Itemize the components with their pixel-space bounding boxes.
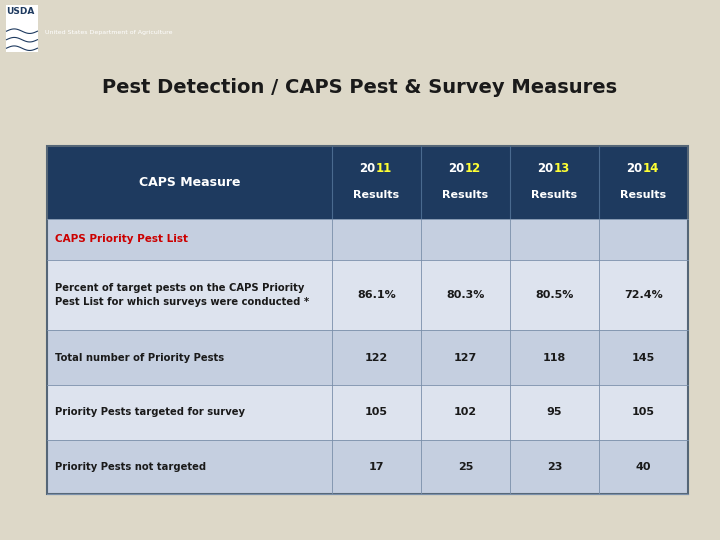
Text: Percent of target pests on the CAPS Priority
Pest List for which surveys were co: Percent of target pests on the CAPS Prio… <box>55 284 310 307</box>
Text: 12: 12 <box>464 163 481 176</box>
Text: 13: 13 <box>554 163 570 176</box>
Text: 20: 20 <box>626 163 642 176</box>
Text: 2012: 2012 <box>449 163 482 176</box>
Text: United States Department of Agriculture: United States Department of Agriculture <box>45 30 172 36</box>
Text: Priority Pests targeted for survey: Priority Pests targeted for survey <box>55 407 246 417</box>
FancyBboxPatch shape <box>47 385 688 440</box>
Text: 23: 23 <box>546 462 562 472</box>
Text: 2011: 2011 <box>360 163 392 176</box>
Text: 40: 40 <box>636 462 651 472</box>
Text: 102: 102 <box>454 407 477 417</box>
Text: 2013: 2013 <box>538 163 570 176</box>
Text: 105: 105 <box>365 407 388 417</box>
Text: 127: 127 <box>454 353 477 363</box>
Text: 20: 20 <box>359 163 376 176</box>
Text: 20: 20 <box>537 163 554 176</box>
Text: 80.5%: 80.5% <box>535 290 574 300</box>
FancyBboxPatch shape <box>47 146 688 219</box>
Text: Priority Pests not targeted: Priority Pests not targeted <box>55 462 207 472</box>
FancyBboxPatch shape <box>47 219 688 260</box>
Text: Results: Results <box>354 190 400 200</box>
Text: 11: 11 <box>376 163 392 176</box>
Text: 86.1%: 86.1% <box>357 290 396 300</box>
Text: Total number of Priority Pests: Total number of Priority Pests <box>55 353 225 363</box>
FancyBboxPatch shape <box>47 330 688 385</box>
Text: CAPS Priority Pest List: CAPS Priority Pest List <box>55 234 189 245</box>
Text: CAPS Measure: CAPS Measure <box>139 176 240 189</box>
Text: USDA: USDA <box>6 7 35 16</box>
FancyBboxPatch shape <box>47 260 688 330</box>
Text: 118: 118 <box>543 353 566 363</box>
Text: 122: 122 <box>365 353 388 363</box>
Text: 25: 25 <box>458 462 473 472</box>
Bar <box>6 4 38 52</box>
FancyBboxPatch shape <box>47 440 688 494</box>
Text: Results: Results <box>442 190 488 200</box>
Text: 20: 20 <box>449 163 464 176</box>
Text: 14: 14 <box>642 163 659 176</box>
Text: Pest Detection / CAPS Pest & Survey Measures: Pest Detection / CAPS Pest & Survey Meas… <box>102 78 618 97</box>
Text: 80.3%: 80.3% <box>446 290 485 300</box>
Text: 145: 145 <box>631 353 655 363</box>
Text: 72.4%: 72.4% <box>624 290 662 300</box>
Text: Results: Results <box>531 190 577 200</box>
Text: Results: Results <box>620 190 666 200</box>
Text: 105: 105 <box>631 407 654 417</box>
Text: 2014: 2014 <box>627 163 660 176</box>
Text: 95: 95 <box>546 407 562 417</box>
Text: 17: 17 <box>369 462 384 472</box>
